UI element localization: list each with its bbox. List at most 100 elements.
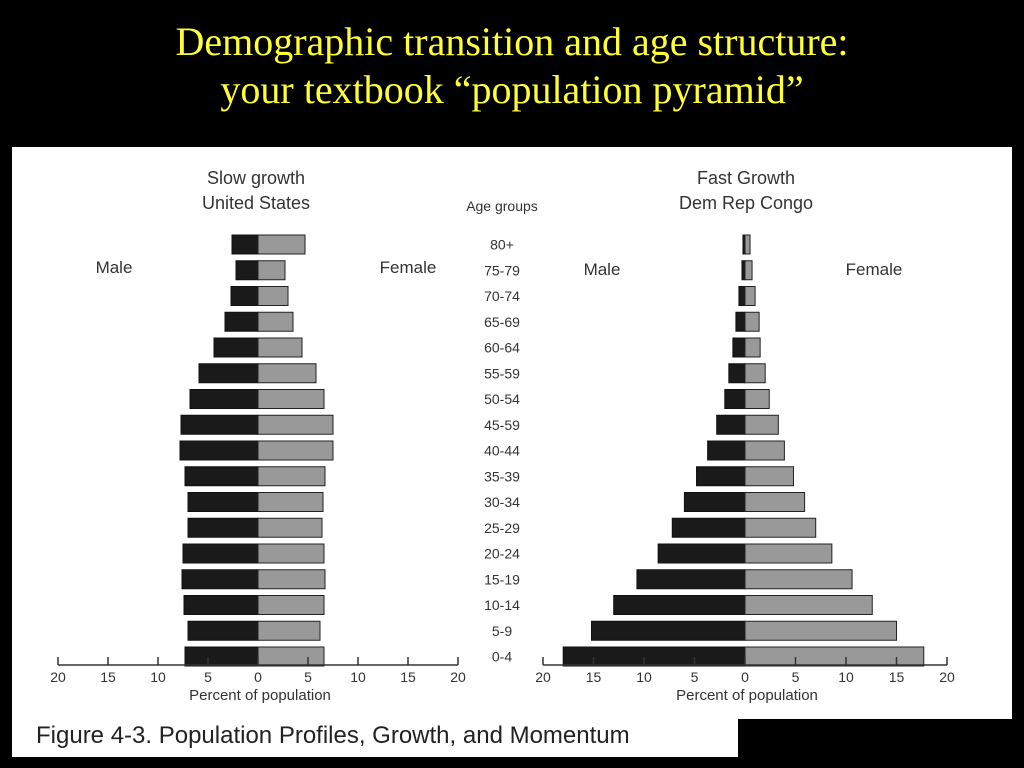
age-group-label: 65-69	[484, 314, 520, 330]
age-group-label: 30-34	[484, 494, 520, 510]
slide-title: Demographic transition and age structure…	[0, 18, 1024, 114]
bar-male-us-55-59	[198, 363, 259, 384]
chart-subtitle-us: United States	[202, 193, 310, 213]
age-groups-column: Age groups 80+ 75-79 70-74 65-69 60-64 55-59 5…	[466, 198, 538, 665]
age-group-label: 60-64	[484, 340, 520, 356]
bar-female-drc-0-4	[744, 646, 925, 667]
bar-female-drc-50-54	[744, 389, 770, 409]
age-group-label: 35-39	[484, 468, 520, 484]
x-tick-label-drc: 10	[636, 669, 652, 685]
bar-female-drc-45-59	[744, 414, 779, 435]
bar-female-drc-55-59	[744, 363, 766, 384]
bar-female-us-60-64	[257, 337, 303, 358]
x-tick-label-drc: 10	[838, 669, 854, 685]
bar-female-us-80+	[257, 234, 306, 255]
bar-male-drc-10-14	[613, 595, 746, 615]
chart-title-drc: Fast Growth	[697, 168, 795, 188]
bar-female-drc-70-74	[744, 286, 756, 306]
bar-male-drc-20-24	[657, 543, 746, 564]
x-tick-label-drc: 20	[939, 669, 955, 685]
bar-male-us-60-64	[213, 337, 259, 358]
x-axis-label-drc: Percent of population	[676, 687, 818, 704]
bar-male-us-30-34	[187, 492, 259, 512]
x-tick-label-drc: 5	[691, 669, 699, 685]
bar-female-us-45-59	[257, 414, 334, 435]
bar-female-us-0-4	[257, 646, 325, 667]
bar-male-drc-30-34	[683, 492, 746, 512]
female-label-us: Female	[380, 258, 437, 277]
pyramid-dem-rep-congo: Fast Growth Dem Rep Congo Male Female 20 15 10…	[535, 168, 955, 704]
bar-male-drc-55-59	[728, 363, 746, 384]
bar-female-us-75-79	[257, 260, 286, 281]
caption-overlay	[738, 719, 1012, 757]
bar-female-drc-20-24	[744, 543, 833, 564]
bar-female-us-70-74	[257, 286, 289, 306]
bar-male-drc-65-69	[735, 311, 746, 332]
bar-female-us-20-24	[257, 543, 325, 564]
bar-male-us-35-39	[184, 466, 259, 487]
population-pyramids: Slow growth United States Male Female 20 15 10…	[50, 168, 955, 704]
age-group-label: 20-24	[484, 546, 520, 562]
bar-male-us-40-44	[179, 440, 259, 461]
bar-female-drc-80+	[744, 234, 751, 255]
female-label-drc: Female	[846, 260, 903, 279]
x-tick-label-drc: 15	[889, 669, 905, 685]
age-group-label: 40-44	[484, 443, 520, 459]
bar-female-drc-30-34	[744, 492, 806, 512]
figure-caption: Figure 4-3. Population Profiles, Growth,…	[36, 722, 630, 749]
age-group-label: 10-14	[484, 597, 520, 613]
age-group-label: 0-4	[492, 649, 512, 665]
bar-female-drc-10-14	[744, 595, 873, 615]
bar-female-drc-5-9	[744, 620, 897, 641]
bar-male-drc-60-64	[732, 337, 746, 358]
bar-male-us-70-74	[230, 286, 259, 306]
age-group-label: 45-59	[484, 417, 520, 433]
chart-title-us: Slow growth	[207, 168, 305, 188]
bar-female-us-5-9	[257, 620, 321, 641]
chart-subtitle-drc: Dem Rep Congo	[679, 193, 813, 213]
x-tick-label-us: 5	[204, 669, 212, 685]
bar-male-drc-15-19	[636, 569, 746, 590]
bar-male-us-0-4	[184, 646, 259, 667]
x-tick-label-drc: 0	[741, 669, 749, 685]
bar-female-us-50-54	[257, 389, 325, 409]
bar-female-drc-35-39	[744, 466, 794, 487]
bar-female-drc-65-69	[744, 311, 760, 332]
slide-title-line-2: your textbook “population pyramid”	[220, 67, 804, 112]
age-group-label: 75-79	[484, 262, 520, 278]
figure-panel: Slow growth United States Male Female 20 15 10…	[12, 147, 1012, 757]
bar-male-drc-5-9	[590, 620, 746, 641]
pyramid-united-states: Slow growth United States Male Female 20 15 10…	[50, 168, 466, 704]
bar-female-us-65-69	[257, 311, 294, 332]
bar-female-us-10-14	[257, 595, 325, 615]
bar-male-drc-25-29	[671, 517, 746, 538]
bar-male-us-65-69	[224, 311, 259, 332]
age-group-label: 25-29	[484, 520, 520, 536]
x-tick-label-drc: 20	[535, 669, 551, 685]
x-tick-label-us: 15	[100, 669, 116, 685]
x-axis-label-us: Percent of population	[189, 687, 331, 704]
age-groups-label: Age groups	[466, 198, 538, 214]
bar-female-us-15-19	[257, 569, 326, 590]
age-group-label: 55-59	[484, 365, 520, 381]
bar-female-drc-60-64	[744, 337, 761, 358]
bar-male-us-80+	[231, 234, 259, 255]
x-tick-label-drc: 15	[586, 669, 602, 685]
bar-female-drc-75-79	[744, 260, 753, 281]
bar-male-drc-45-59	[716, 414, 746, 435]
x-tick-label-us: 15	[400, 669, 416, 685]
age-group-label: 50-54	[484, 391, 520, 407]
bar-female-drc-25-29	[744, 517, 817, 538]
bar-male-us-5-9	[187, 620, 259, 641]
x-tick-label-drc: 5	[792, 669, 800, 685]
x-tick-label-us: 20	[50, 669, 66, 685]
x-tick-label-us: 20	[450, 669, 466, 685]
bar-female-us-25-29	[257, 517, 323, 538]
x-tick-label-us: 0	[254, 669, 262, 685]
bar-male-us-20-24	[182, 543, 259, 564]
x-tick-label-us: 10	[350, 669, 366, 685]
x-tick-label-us: 10	[150, 669, 166, 685]
male-label-drc: Male	[584, 260, 621, 279]
slide-title-line-1: Demographic transition and age structure…	[175, 19, 849, 64]
age-group-label: 5-9	[492, 623, 512, 639]
